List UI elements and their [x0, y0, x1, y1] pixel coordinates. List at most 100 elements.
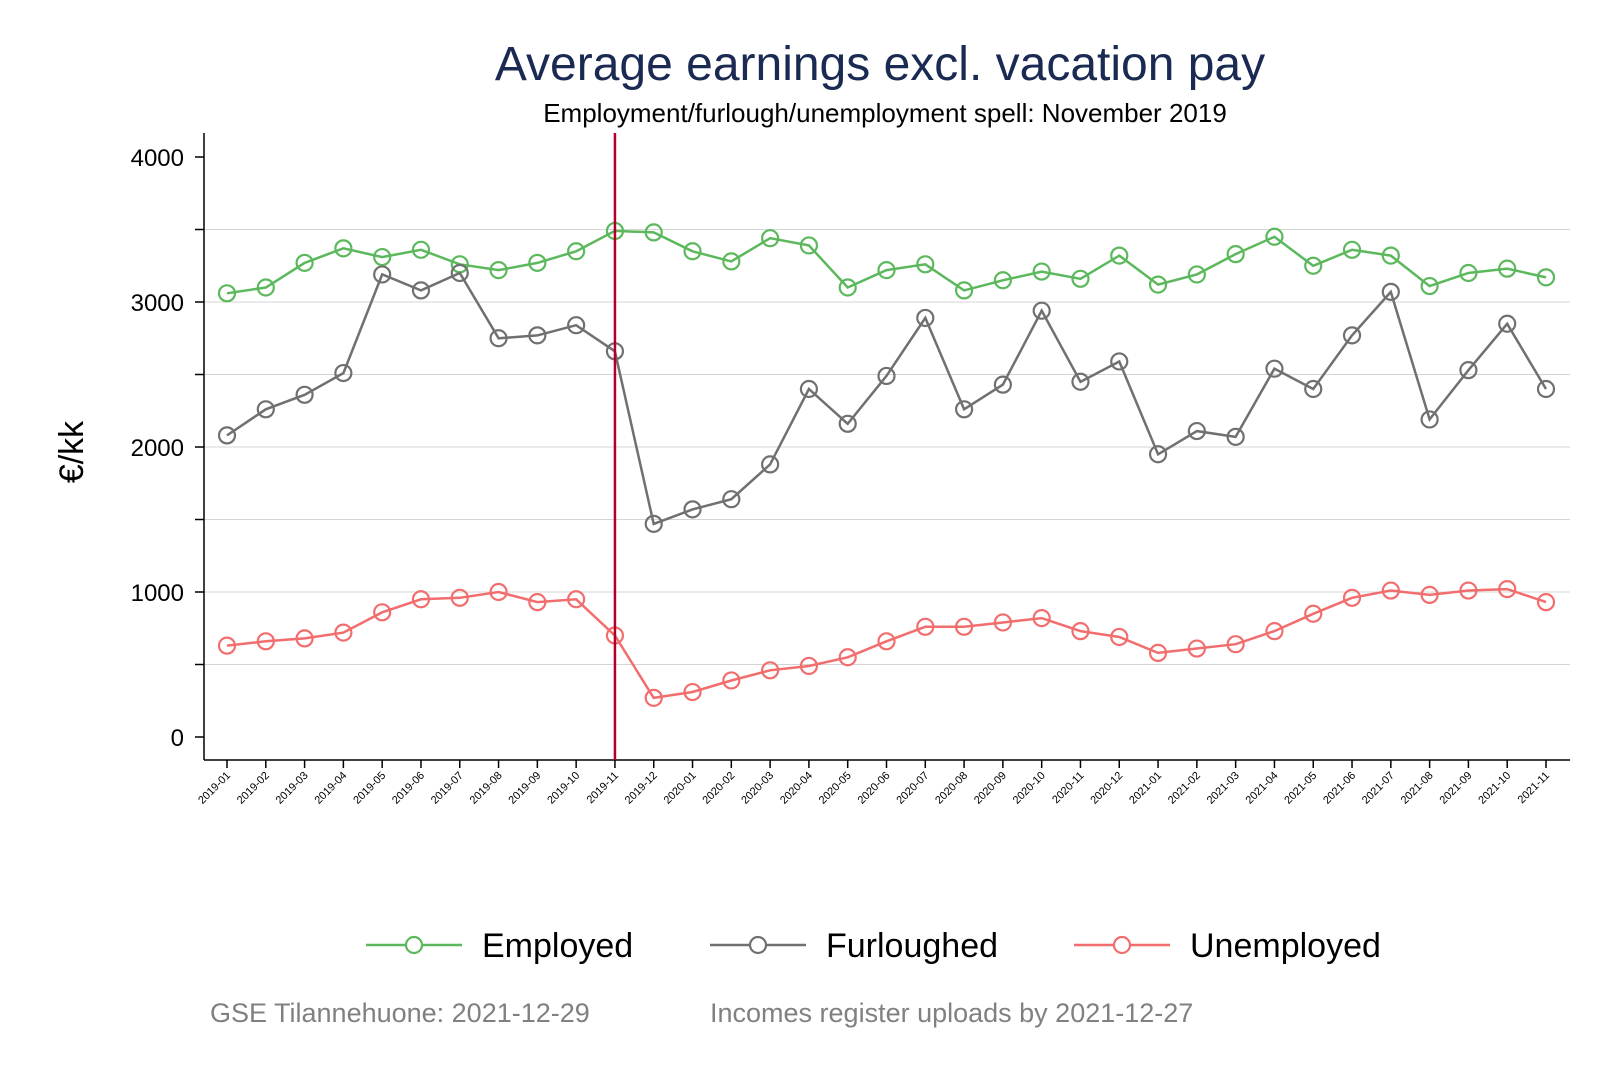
data-point-furloughed: [450, 263, 469, 283]
data-point-furloughed: [528, 326, 547, 345]
data-point-employed: [1032, 262, 1051, 281]
legend-marker-unemployed: [1112, 935, 1132, 955]
y-tick-label: 4000: [131, 145, 184, 172]
data-point-unemployed: [877, 632, 896, 651]
data-point-furloughed: [373, 265, 392, 284]
data-point-employed: [1071, 269, 1090, 288]
data-point-furloughed: [1187, 421, 1206, 441]
data-point-furloughed: [838, 414, 857, 433]
data-point-unemployed: [489, 582, 508, 602]
data-point-unemployed: [373, 603, 392, 622]
y-tick-label: 0: [171, 725, 184, 752]
data-point-employed: [1420, 276, 1439, 296]
legend-marker-furloughed: [748, 935, 768, 955]
data-point-furloughed: [1304, 379, 1323, 399]
data-point-employed: [567, 242, 586, 261]
data-point-unemployed: [1110, 627, 1129, 647]
data-point-unemployed: [411, 590, 431, 609]
data-point-furloughed: [1226, 427, 1245, 446]
data-point-employed: [683, 242, 702, 261]
data-point-unemployed: [528, 593, 547, 612]
y-axis-label: €/kk: [53, 420, 91, 483]
data-point-employed: [877, 261, 896, 280]
data-point-employed: [1536, 268, 1556, 287]
data-point-unemployed: [217, 636, 237, 655]
data-point-unemployed: [256, 632, 275, 651]
data-point-furloughed: [489, 329, 508, 348]
data-point-unemployed: [838, 648, 857, 667]
data-point-employed: [217, 284, 237, 303]
data-point-employed: [528, 253, 547, 272]
series-line-employed: [226, 229, 1547, 295]
legend-label-unemployed: Unemployed: [1190, 927, 1381, 965]
data-point-unemployed: [450, 588, 469, 607]
data-point-unemployed: [644, 688, 663, 707]
data-point-furloughed: [683, 500, 702, 519]
data-point-furloughed: [1032, 301, 1051, 320]
data-point-furloughed: [295, 385, 314, 404]
data-point-furloughed: [1420, 410, 1439, 429]
data-point-employed: [916, 255, 935, 274]
data-point-furloughed: [217, 426, 237, 445]
data-point-employed: [1226, 245, 1245, 264]
data-point-employed: [1304, 256, 1323, 275]
y-tick-label: 1000: [131, 580, 184, 607]
data-point-unemployed: [722, 671, 741, 690]
data-point-unemployed: [799, 656, 819, 676]
footer-upload-note: Incomes register uploads by 2021-12-27: [710, 998, 1193, 1028]
y-tick-label: 3000: [131, 290, 184, 317]
data-point-furloughed: [1071, 372, 1090, 391]
data-point-employed: [334, 239, 353, 258]
data-point-employed: [1265, 227, 1284, 246]
data-point-furloughed: [334, 363, 353, 383]
footer-source-date: GSE Tilannehuone: 2021-12-29: [210, 998, 590, 1028]
data-point-unemployed: [1187, 639, 1206, 658]
series-line-unemployed: [226, 587, 1547, 700]
chart-subtitle: Employment/furlough/unemployment spell: …: [543, 98, 1227, 128]
data-point-furloughed: [1536, 379, 1556, 399]
data-point-furloughed: [411, 281, 431, 300]
data-point-unemployed: [1032, 608, 1051, 628]
data-point-unemployed: [295, 629, 314, 648]
legend-item-unemployed: Unemployed: [1074, 927, 1381, 965]
data-point-unemployed: [1226, 635, 1245, 654]
legend-marker-employed: [404, 935, 424, 955]
data-point-employed: [1110, 246, 1129, 265]
data-point-unemployed: [1265, 622, 1284, 641]
data-point-employed: [1381, 246, 1400, 265]
data-point-unemployed: [1381, 581, 1400, 600]
data-point-unemployed: [334, 623, 353, 642]
data-point-furloughed: [1110, 352, 1129, 371]
data-point-unemployed: [761, 661, 780, 680]
data-point-employed: [644, 223, 663, 242]
data-point-unemployed: [1304, 604, 1323, 623]
data-point-unemployed: [1071, 622, 1090, 641]
data-point-furloughed: [644, 514, 663, 533]
data-point-furloughed: [567, 316, 586, 335]
legend-item-furloughed: Furloughed: [710, 927, 998, 965]
data-point-furloughed: [1381, 282, 1400, 301]
data-point-unemployed: [1536, 593, 1556, 612]
data-point-employed: [838, 278, 857, 297]
data-point-furloughed: [954, 400, 974, 419]
data-point-employed: [799, 236, 819, 255]
data-point-furloughed: [916, 308, 935, 328]
data-point-employed: [1459, 263, 1478, 283]
data-point-unemployed: [1342, 588, 1362, 607]
data-point-furloughed: [256, 400, 275, 419]
data-point-furloughed: [722, 490, 741, 509]
data-point-furloughed: [1265, 359, 1284, 378]
data-point-employed: [1498, 259, 1517, 278]
series-line-furloughed: [226, 271, 1548, 526]
data-point-employed: [722, 252, 741, 271]
data-point-unemployed: [683, 682, 702, 702]
data-point-employed: [1148, 275, 1168, 294]
data-point-unemployed: [567, 590, 586, 609]
legend-label-employed: Employed: [482, 927, 633, 965]
data-point-furloughed: [1459, 361, 1478, 380]
data-point-furloughed: [993, 375, 1012, 394]
data-point-employed: [1187, 265, 1206, 284]
data-point-unemployed: [1459, 581, 1478, 600]
data-point-unemployed: [1498, 579, 1517, 599]
